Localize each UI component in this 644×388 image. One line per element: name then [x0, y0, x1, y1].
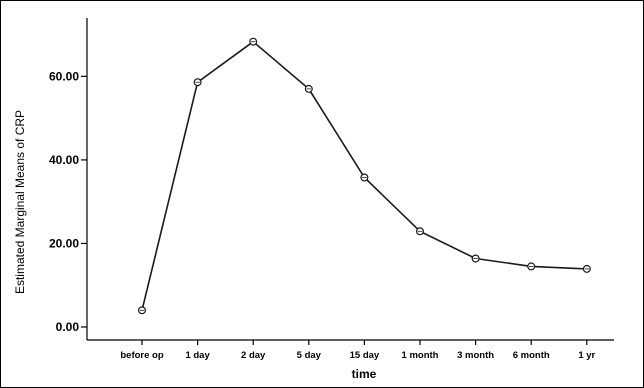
x-tick-label: 6 month: [513, 350, 550, 361]
x-tick-label: 1 yr: [578, 350, 595, 361]
y-tick-label: 0.00: [56, 320, 80, 334]
x-tick-label: 15 day: [350, 350, 380, 361]
x-tick-label: 2 day: [241, 350, 266, 361]
x-tick-label: 5 day: [297, 350, 322, 361]
x-tick-label: before op: [120, 350, 163, 361]
y-axis-title: Estimated Marginal Means of CRP: [13, 110, 27, 294]
y-tick-label: 60.00: [49, 69, 79, 83]
x-tick-label: 1 day: [185, 350, 210, 361]
y-axis-ticks: 0.00 20.00 40.00 60.00: [49, 69, 87, 334]
x-tick-label: 3 month: [457, 350, 494, 361]
x-tick-label: 1 month: [402, 350, 439, 361]
x-axis-title: time: [352, 367, 377, 381]
y-tick-label: 40.00: [49, 153, 79, 167]
series-markers: [138, 37, 591, 315]
y-tick-label: 20.00: [49, 236, 79, 250]
x-axis-ticks: before op 1 day 2 day 5 day 15 day 1 month 3 m…: [120, 340, 596, 361]
